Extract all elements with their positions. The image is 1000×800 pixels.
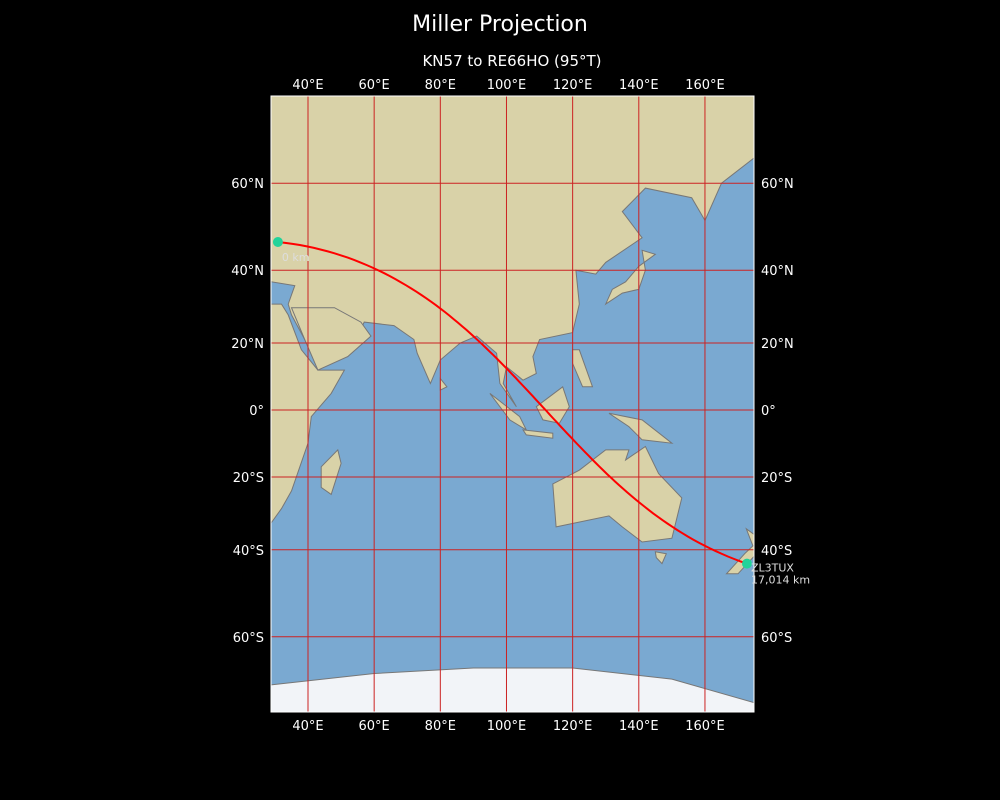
- landmass-java: [521, 429, 554, 439]
- lat-tick-label-left: 60°N: [231, 177, 264, 192]
- lat-tick-label-right: 40°S: [761, 544, 792, 559]
- chart-subtitle: KN57 to RE66HO (95°T): [422, 52, 602, 70]
- lat-tick-label-left: 40°S: [233, 544, 264, 559]
- lon-tick-label: 100°E: [487, 78, 527, 93]
- start-distance-label: 0 km: [282, 251, 310, 264]
- lat-tick-label-right: 20°N: [761, 337, 794, 352]
- map-frame: [270, 95, 755, 713]
- lat-tick-label-left: 0°: [249, 404, 264, 419]
- lon-tick-label: 80°E: [425, 719, 456, 734]
- lon-tick-label: 120°E: [553, 719, 593, 734]
- lon-tick-label: 80°E: [425, 78, 456, 93]
- lat-tick-label-right: 40°N: [761, 264, 794, 279]
- great-circle-path: [277, 241, 748, 565]
- end-distance-label: 17,014 km: [751, 574, 810, 587]
- lon-tick-label: 60°E: [359, 78, 390, 93]
- lon-tick-label: 40°E: [292, 719, 323, 734]
- landmass-arabia: [290, 307, 372, 371]
- chart-title: Miller Projection: [412, 12, 588, 37]
- lon-tick-label: 140°E: [619, 719, 659, 734]
- landmass-madagascar: [320, 448, 342, 496]
- end-marker: [741, 558, 752, 569]
- lon-tick-label: 160°E: [685, 719, 725, 734]
- landmass-antarctica: [271, 667, 754, 712]
- lat-tick-label-left: 40°N: [231, 264, 264, 279]
- lon-tick-label: 40°E: [292, 78, 323, 93]
- lat-tick-label-left: 60°S: [233, 631, 264, 646]
- landmass-japan: [604, 249, 657, 306]
- lon-tick-label: 100°E: [487, 719, 527, 734]
- start-marker: [272, 237, 283, 248]
- lat-tick-label-right: 20°S: [761, 471, 792, 486]
- lat-tick-label-right: 0°: [761, 404, 776, 419]
- lon-tick-label: 120°E: [553, 78, 593, 93]
- lat-tick-label-left: 20°S: [233, 471, 264, 486]
- landmass-australia: [552, 445, 683, 543]
- lon-tick-label: 140°E: [619, 78, 659, 93]
- landmass-borneo: [535, 385, 570, 424]
- lon-tick-label: 160°E: [685, 78, 725, 93]
- landmass-tasmania: [654, 551, 668, 565]
- lon-tick-label: 60°E: [359, 719, 390, 734]
- lat-tick-label-left: 20°N: [231, 337, 264, 352]
- end-callsign-label: ZL3TUX: [751, 562, 794, 575]
- landmass-newguinea: [608, 412, 674, 444]
- lat-tick-label-right: 60°N: [761, 177, 794, 192]
- lat-tick-label-right: 60°S: [761, 631, 792, 646]
